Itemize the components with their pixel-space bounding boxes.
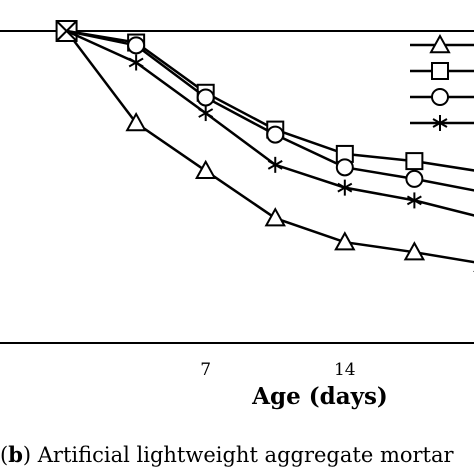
legend-marker-asterisk-stroke: [432, 118, 448, 128]
legend-entry-circle: [410, 88, 474, 106]
data-point-circle: [127, 36, 146, 55]
data-point-circle: [196, 88, 215, 107]
data-point-triangle: [334, 231, 356, 251]
data-point-triangle: [125, 111, 147, 132]
data-point-asterisk: [128, 54, 144, 71]
data-point-asterisk: [406, 192, 422, 209]
data-point-asterisk-stroke: [267, 159, 283, 170]
start-point-marker-cross: [55, 20, 78, 42]
legend-entry-triangle: [410, 33, 474, 54]
data-point-asterisk: [198, 105, 214, 122]
data-point-triangle: [403, 241, 426, 261]
plot-axes: [0, 30, 474, 344]
series-triangle: [55, 20, 474, 272]
legend-marker-circle: [431, 88, 449, 106]
legend-marker-asterisk: [432, 115, 448, 131]
data-point-asterisk-stroke: [128, 57, 144, 68]
legend: [410, 33, 474, 131]
data-point-asterisk: [267, 156, 283, 173]
x-tick-labels: 7 14: [200, 360, 355, 380]
legend-entry-square: [410, 62, 474, 80]
data-point-triangle: [194, 159, 217, 179]
legend-marker-triangle: [429, 33, 451, 54]
x-axis-label: Age (days): [251, 383, 388, 410]
data-point-square: [405, 152, 424, 171]
data-point-asterisk-stroke: [337, 182, 353, 193]
data-point-asterisk-stroke: [406, 195, 422, 206]
caption-text: Artificial lightweight aggregate mortar: [37, 443, 455, 467]
series-layer: [55, 20, 474, 272]
legend-entry-asterisk: [410, 115, 474, 131]
data-point-circle: [335, 158, 354, 177]
figure-caption: (b) Artificial lightweight aggregate mor…: [0, 442, 454, 467]
series-asterisk: [66, 29, 474, 217]
caption-label: b: [8, 442, 23, 467]
x-tick-label: 14: [334, 360, 356, 380]
data-point-asterisk-stroke: [198, 108, 214, 118]
data-point-asterisk: [337, 179, 353, 196]
data-point-circle: [405, 169, 424, 188]
data-point-circle: [266, 125, 285, 144]
data-point-triangle: [264, 207, 286, 227]
legend-marker-square: [431, 62, 449, 80]
x-tick-label: 7: [200, 360, 211, 380]
